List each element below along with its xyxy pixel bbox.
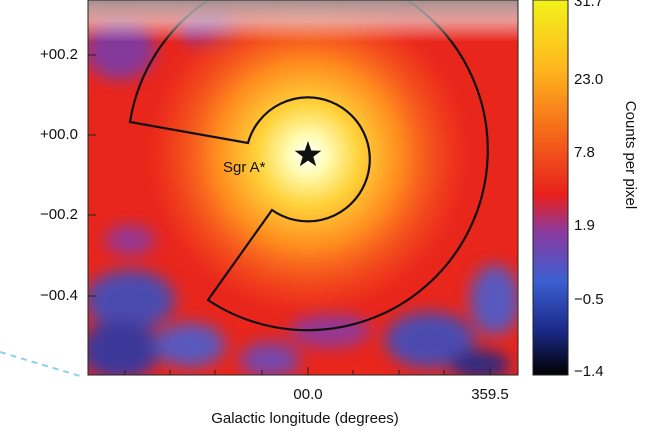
y-tick-label: +00.2 (40, 46, 78, 63)
x-tick-label: 359.5 (471, 386, 509, 403)
colorbar-tick-label: 23.0 (574, 71, 603, 88)
colorbar-tick-label: 7.8 (574, 144, 595, 161)
colorbar-tick-label: 1.9 (574, 217, 595, 234)
x-axis-label: Galactic longitude (degrees) (211, 410, 399, 427)
colorbar-tick-label: −1.4 (574, 363, 604, 380)
annotation: Sgr A* (223, 159, 266, 176)
y-tick-label: −00.2 (40, 206, 78, 223)
colorbar (533, 0, 568, 375)
y-tick-label: +00.0 (40, 126, 78, 143)
y-tick-label: −00.4 (40, 287, 78, 304)
colorbar-tick-label: 31.7 (574, 0, 603, 10)
figure: Sgr A* +00.2 +00.0 −00.2 −00.4 00.0 359.… (0, 0, 649, 431)
callout-line (0, 352, 80, 376)
colorbar-tick-label: −0.5 (574, 291, 604, 308)
heatmap (80, 0, 520, 380)
x-tick-label: 00.0 (293, 386, 322, 403)
colorbar-label: Counts per pixel (622, 101, 639, 209)
